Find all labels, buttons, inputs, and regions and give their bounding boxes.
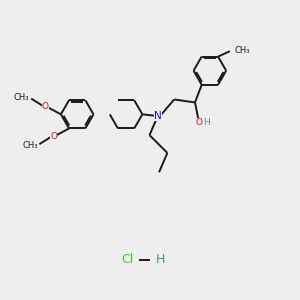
Text: O: O bbox=[50, 132, 57, 141]
Text: CH₃: CH₃ bbox=[22, 141, 38, 150]
Text: O: O bbox=[195, 118, 202, 127]
Text: Cl: Cl bbox=[122, 254, 134, 266]
Text: O: O bbox=[42, 101, 49, 110]
Text: N: N bbox=[154, 111, 162, 121]
Text: H: H bbox=[203, 118, 210, 127]
Text: H: H bbox=[156, 254, 165, 266]
Text: CH₃: CH₃ bbox=[14, 93, 29, 102]
Text: CH₃: CH₃ bbox=[234, 46, 250, 55]
